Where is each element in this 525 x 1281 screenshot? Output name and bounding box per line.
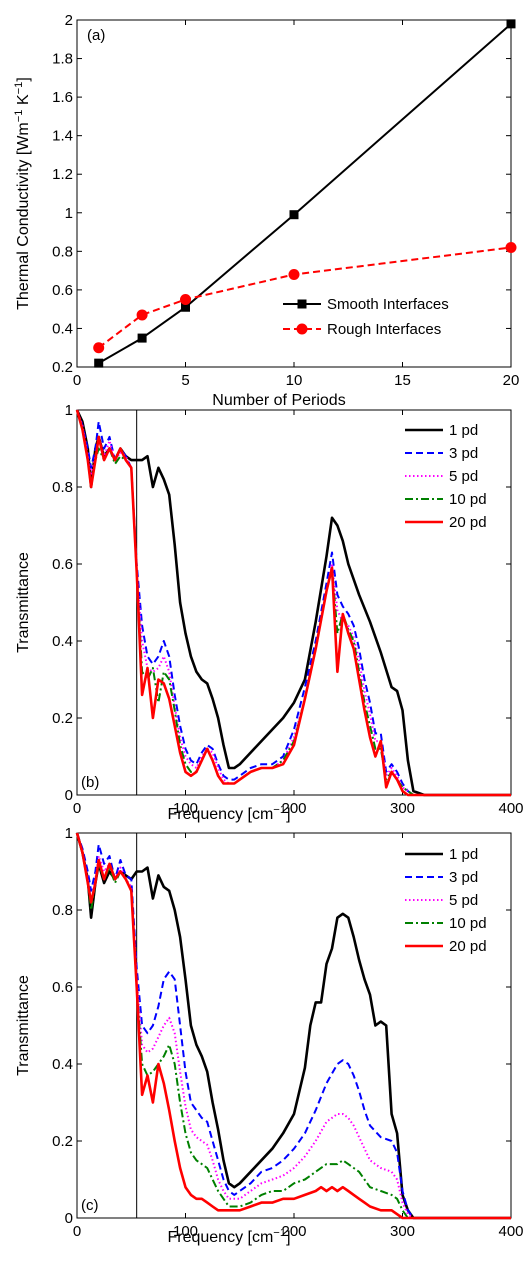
y-tick-label: 1.4 xyxy=(52,128,73,145)
y-tick-label: 0.2 xyxy=(52,359,73,376)
y-tick-label: 0.6 xyxy=(52,282,73,299)
x-tick-label: 0 xyxy=(73,1223,81,1240)
series-line-0 xyxy=(98,23,512,364)
series-line-2 xyxy=(76,832,511,1219)
y-tick-label: 0.2 xyxy=(52,710,73,727)
x-tick-label: 200 xyxy=(281,800,306,817)
legend-label: 3 pd xyxy=(449,869,478,886)
x-tick-label: 400 xyxy=(498,800,523,817)
x-tick-label: 200 xyxy=(281,1223,306,1240)
y-tick-label: 1.6 xyxy=(52,89,73,106)
y-tick-label: 0.4 xyxy=(52,320,73,337)
y-tick-label: 0.8 xyxy=(52,902,73,919)
legend-label: 10 pd xyxy=(449,915,487,932)
x-axis-label: Frequency [cm−1] xyxy=(167,804,290,823)
y-axis-label: Transmittance xyxy=(15,975,32,1076)
legend-label: 20 pd xyxy=(449,514,487,531)
data-point-circle xyxy=(136,309,148,321)
y-tick-label: 0.8 xyxy=(52,479,73,496)
data-point-square xyxy=(94,358,104,368)
legend-marker xyxy=(297,299,307,309)
data-point-square xyxy=(137,333,147,343)
y-axis-label: Thermal Conductivity [Wm−1 K−1] xyxy=(13,77,32,310)
y-tick-label: 1.2 xyxy=(52,166,73,183)
data-point-circle xyxy=(93,342,105,354)
y-tick-label: 0.2 xyxy=(52,1133,73,1150)
panel-a: 0 5 10 15 20 0.2 0.4 0.6 0.8 1 1.2 1.4 1.6 1.8 2 Smooth… xyxy=(13,12,519,409)
y-tick-label: 2 xyxy=(65,12,73,29)
data-point-circle xyxy=(180,294,191,306)
y-tick-label: 1 xyxy=(65,402,73,419)
data-point-square xyxy=(289,210,299,220)
legend-label: 10 pd xyxy=(449,491,487,508)
x-tick-label: 400 xyxy=(498,1223,523,1240)
legend-label: 20 pd xyxy=(449,938,487,955)
x-tick-label: 20 xyxy=(503,372,520,389)
legend-label: 1 pd xyxy=(449,422,478,439)
x-tick-label: 15 xyxy=(394,372,411,389)
data-point-square xyxy=(181,302,190,312)
series-line-1 xyxy=(76,832,511,1219)
y-tick-label: 0.6 xyxy=(52,979,73,996)
series-line-3 xyxy=(76,832,511,1219)
x-tick-label: 300 xyxy=(390,800,415,817)
panel-label: (b) xyxy=(81,774,99,791)
y-tick-label: 0.4 xyxy=(52,1056,73,1073)
series-line-0 xyxy=(75,832,511,1220)
x-tick-label: 10 xyxy=(286,372,303,389)
y-tick-label: 0 xyxy=(65,787,73,804)
y-tick-label: 0.6 xyxy=(52,556,73,573)
x-axis-label: Number of Periods xyxy=(212,392,345,409)
data-point-circle xyxy=(505,241,517,253)
legend-label: 3 pd xyxy=(449,445,478,462)
x-tick-label: 0 xyxy=(73,800,81,817)
legend-label: Smooth Interfaces xyxy=(327,296,449,313)
y-tick-label: 0 xyxy=(65,1210,73,1227)
y-tick-label: 0.8 xyxy=(52,243,73,260)
x-axis-label: Frequency [cm−1] xyxy=(167,1227,290,1246)
y-tick-label: 1 xyxy=(65,205,73,222)
y-tick-label: 1 xyxy=(65,825,73,842)
series-line-4 xyxy=(75,832,511,1220)
series-line-2 xyxy=(76,409,511,796)
x-tick-label: 300 xyxy=(390,1223,415,1240)
legend-label: 1 pd xyxy=(449,846,478,863)
y-tick-label: 1.8 xyxy=(52,51,73,68)
panel-b: 0 100 200 300 400 0 0.2 0.4 0.6 0.8 1 1 pd 3 pd 5 pd 1… xyxy=(15,402,524,823)
x-tick-label: 0 xyxy=(73,372,81,389)
x-tick-label: 5 xyxy=(181,372,189,389)
series-line-4 xyxy=(75,409,511,797)
series-line-3 xyxy=(76,409,511,796)
x-tick-label: 100 xyxy=(173,800,198,817)
panel-label: (c) xyxy=(81,1197,99,1214)
legend-label: Rough Interfaces xyxy=(327,321,441,338)
panel-label: (a) xyxy=(87,27,105,44)
plot-frame xyxy=(76,832,512,1219)
y-axis-label: Transmittance xyxy=(15,552,32,653)
legend-label: 5 pd xyxy=(449,892,478,909)
data-point-circle xyxy=(288,268,300,280)
x-tick-label: 100 xyxy=(173,1223,198,1240)
data-point-square xyxy=(506,19,516,29)
y-tick-label: 0.4 xyxy=(52,633,73,650)
legend-marker xyxy=(296,323,308,335)
panel-c: 0 100 200 300 400 0 0.2 0.4 0.6 0.8 1 1 pd 3 pd 5 pd 1… xyxy=(15,825,524,1246)
legend-label: 5 pd xyxy=(449,468,478,485)
